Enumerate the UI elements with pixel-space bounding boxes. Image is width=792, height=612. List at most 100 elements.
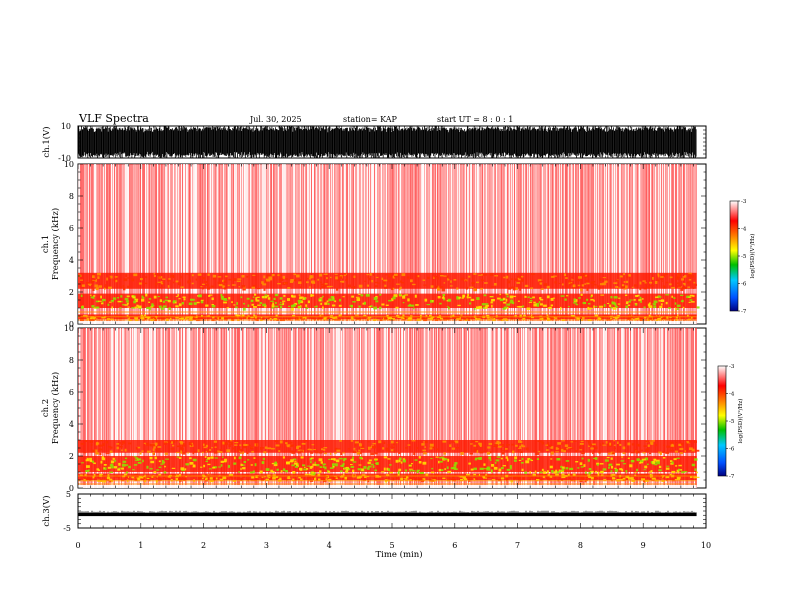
emission-speckle: [212, 466, 216, 469]
emission-speckle: [366, 467, 370, 470]
spectrogram-column: [355, 328, 356, 488]
emission-speckle: [236, 314, 241, 317]
emission-speckle: [604, 459, 609, 462]
emission-speckle: [539, 318, 543, 321]
spectrogram-column: [365, 164, 366, 324]
emission-speckle: [422, 279, 426, 281]
emission-speckle: [207, 476, 210, 480]
emission-speckle: [92, 273, 96, 277]
emission-speckle: [271, 447, 275, 450]
emission-speckle: [441, 297, 445, 299]
spectrogram-column: [632, 328, 633, 488]
emission-speckle: [268, 477, 271, 479]
emission-speckle: [530, 300, 533, 302]
spectrogram-column: [309, 164, 310, 324]
emission-speckle: [374, 478, 377, 481]
emission-speckle: [451, 447, 456, 450]
spectrogram-column: [100, 164, 101, 324]
emission-speckle: [185, 463, 190, 466]
emission-speckle: [154, 442, 158, 446]
emission-speckle: [521, 275, 524, 278]
spectrogram-column: [465, 328, 466, 488]
spectrogram-column: [191, 328, 192, 488]
spectrogram-column: [186, 328, 187, 488]
emission-speckle: [204, 443, 207, 445]
spectrogram-column: [314, 328, 315, 488]
spectrogram-column: [326, 164, 327, 324]
emission-speckle: [297, 316, 299, 320]
spectrogram-column: [685, 328, 686, 488]
spectrogram-column: [85, 328, 86, 488]
emission-speckle: [477, 318, 481, 321]
spectrogram-column: [92, 328, 93, 488]
emission-speckle: [232, 447, 236, 450]
spectrogram-column: [112, 328, 113, 488]
emission-speckle: [582, 301, 586, 305]
spectrogram-column: [165, 164, 166, 324]
spectrogram-column: [633, 164, 634, 324]
emission-speckle: [603, 479, 607, 481]
spectrogram-column: [310, 164, 311, 324]
emission-speckle: [608, 467, 610, 469]
spectrogram-column: [533, 164, 534, 324]
spectrogram-column: [106, 164, 107, 324]
emission-speckle: [392, 296, 396, 300]
spectrogram-column: [441, 328, 442, 488]
date-label: Jul. 30, 2025: [249, 115, 302, 124]
emission-speckle: [542, 471, 547, 474]
spectrogram-column: [155, 164, 156, 324]
emission-speckle: [639, 461, 641, 464]
spectrogram-column: [109, 328, 110, 488]
emission-speckle: [494, 461, 497, 464]
spectrogram-column: [639, 328, 640, 488]
emission-speckle: [192, 458, 197, 462]
emission-speckle: [175, 316, 179, 319]
emission-speckle: [242, 316, 247, 319]
emission-speckle: [338, 458, 343, 460]
emission-speckle: [423, 452, 427, 455]
emission-speckle: [473, 478, 476, 481]
emission-speckle: [218, 284, 223, 287]
spectrogram-column: [626, 164, 627, 324]
emission-speckle: [220, 294, 223, 297]
emission-speckle: [143, 477, 146, 480]
emission-speckle: [126, 315, 129, 317]
emission-speckle: [582, 316, 585, 319]
spectrogram-column: [311, 164, 312, 324]
emission-speckle: [479, 467, 484, 470]
spectrogram-column: [400, 328, 401, 488]
emission-speckle: [189, 462, 194, 465]
emission-speckle: [368, 306, 372, 308]
emission-speckle: [289, 450, 293, 453]
spectrogram-column: [324, 164, 325, 324]
emission-speckle: [588, 303, 591, 305]
emission-speckle: [684, 471, 688, 473]
spectrogram-column: [418, 164, 419, 324]
emission-speckle: [220, 464, 223, 467]
spectrogram-column: [294, 164, 295, 324]
emission-speckle: [306, 465, 311, 467]
emission-speckle: [191, 274, 194, 277]
spectrogram-column: [659, 328, 660, 488]
emission-speckle: [645, 283, 648, 286]
emission-speckle: [127, 277, 131, 279]
emission-speckle: [93, 449, 98, 453]
emission-speckle: [79, 279, 83, 281]
emission-speckle: [152, 451, 155, 455]
spectrogram-column: [620, 328, 621, 488]
emission-speckle: [247, 478, 250, 482]
spectrogram-column: [452, 328, 453, 488]
spectrogram-column: [524, 328, 525, 488]
emission-speckle: [179, 441, 183, 443]
emission-speckle: [594, 446, 598, 450]
emission-speckle: [575, 450, 578, 453]
emission-speckle: [446, 275, 449, 279]
spectrogram-column: [436, 164, 437, 324]
spectrogram-column: [612, 328, 613, 488]
emission-speckle: [278, 278, 281, 282]
emission-speckle: [379, 306, 382, 310]
spectrogram-column: [259, 328, 260, 488]
spectrogram-column: [108, 328, 109, 488]
emission-speckle: [681, 299, 684, 303]
emission-speckle: [308, 448, 311, 450]
